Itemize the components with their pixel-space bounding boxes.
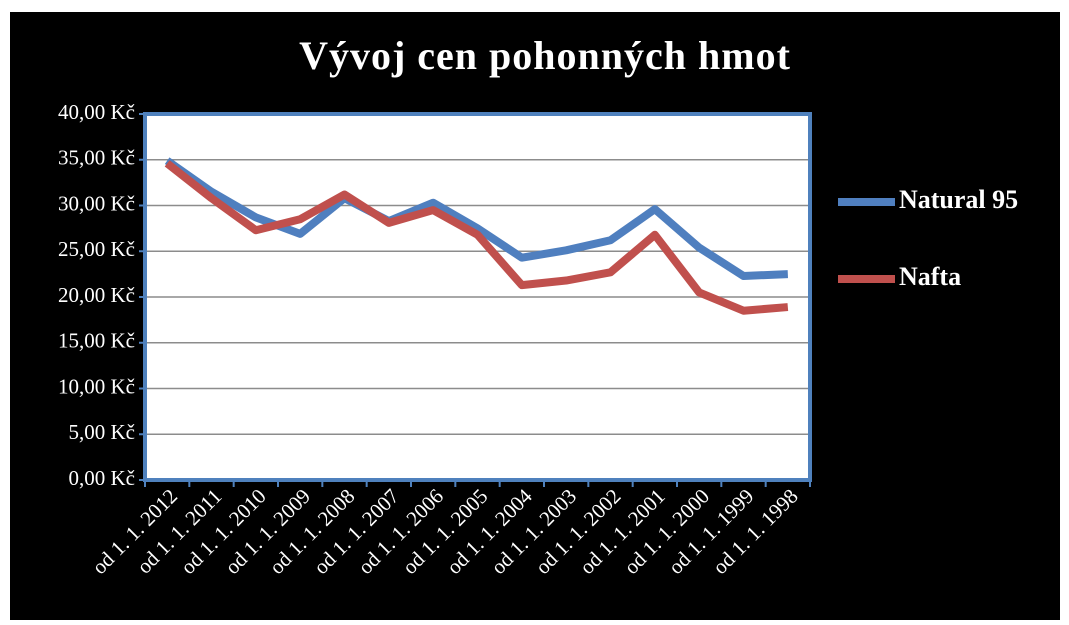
y-tick-label: 5,00 Kč (69, 420, 136, 444)
chart-title: Vývoj cen pohonných hmot (299, 33, 791, 78)
y-tick-label: 10,00 Kč (58, 374, 135, 398)
y-tick-label: 40,00 Kč (58, 100, 135, 124)
y-tick-label: 15,00 Kč (58, 329, 135, 353)
legend-label: Nafta (899, 262, 961, 291)
y-tick-label: 0,00 Kč (69, 466, 136, 490)
y-tick-label: 25,00 Kč (58, 237, 135, 261)
plot-border (143, 112, 812, 482)
legend-label: Natural 95 (899, 185, 1018, 214)
y-tick-label: 30,00 Kč (58, 191, 135, 215)
series-line (164, 160, 789, 315)
y-tick-label: 35,00 Kč (58, 146, 135, 170)
y-tick-label: 20,00 Kč (58, 283, 135, 307)
